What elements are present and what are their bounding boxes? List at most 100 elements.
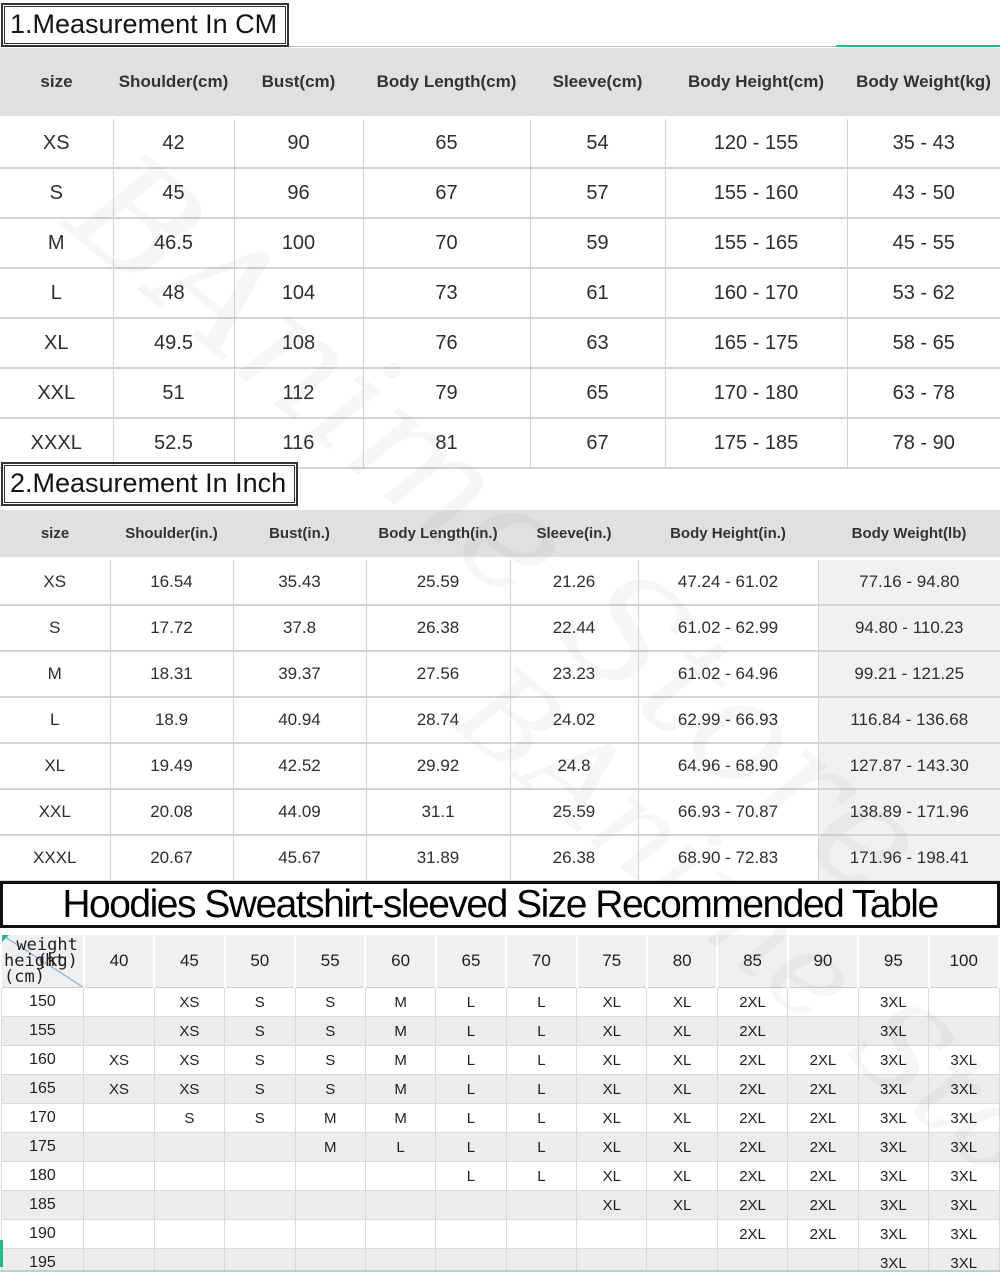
data-cell: 63 - 78 [846,367,1000,419]
column-header: Bust(cm) [234,48,363,119]
row-header-cell: XXL [0,788,111,836]
data-cell: 3XL [857,1190,930,1220]
column-header: 80 [645,933,719,988]
data-cell: L [505,1016,578,1046]
data-cell: 37.8 [232,604,367,652]
data-cell: 100 [233,217,364,269]
table-row: S 45 96 67 57 155 - 160 43 - 50 [0,167,1000,219]
data-cell: 155 - 160 [664,167,848,219]
data-cell [224,1190,296,1220]
data-cell: 42 [112,117,235,169]
data-cell [83,1161,155,1191]
data-cell: 58 - 65 [846,317,1000,369]
inch-header-row: size Shoulder(in.) Bust(in.) Body Length(in… [0,510,1000,560]
data-cell [787,1248,859,1272]
matrix-corner-cell: weight (kg) height (cm) [0,933,85,988]
data-cell: 46.5 [112,217,235,269]
green-accent-line-bottom [0,1270,1000,1272]
data-cell: 116 [233,417,364,469]
data-cell: 43 - 50 [846,167,1000,219]
column-header: 70 [505,933,578,988]
data-cell: 53 - 62 [846,267,1000,319]
data-cell [153,1190,226,1220]
data-cell: L [435,1132,507,1162]
data-cell: XL [576,1045,648,1075]
data-cell: 3XL [857,1045,930,1075]
data-cell: S [294,1016,366,1046]
data-cell: 160 - 170 [664,267,848,319]
table-row: S 17.72 37.8 26.38 22.44 61.02 - 62.99 94.80 -… [0,604,1000,652]
data-cell: 31.1 [365,788,511,836]
data-cell: 116.84 - 136.68 [817,696,1000,744]
data-cell: S [153,1103,226,1133]
data-cell: 23.23 [509,650,639,698]
data-cell: L [435,1045,507,1075]
table-row: 185 XL XL 2XL 2XL 3XL 3XL [0,1190,1000,1220]
data-cell: M [364,987,437,1017]
data-cell: 61.02 - 64.96 [637,650,819,698]
column-header: Sleeve(cm) [530,48,665,119]
data-cell: 99.21 - 121.25 [817,650,1000,698]
data-cell: 25.59 [509,788,639,836]
data-cell [505,1248,578,1272]
row-header-cell: 160 [0,1045,85,1075]
data-cell: M [364,1074,437,1104]
data-cell: XL [646,1190,718,1220]
divider-line [0,46,836,47]
data-cell: XL [576,987,648,1017]
row-header-cell: 190 [0,1219,85,1249]
data-cell: 104 [233,267,364,319]
data-cell: 54 [529,117,666,169]
data-cell: 31.89 [365,834,511,882]
data-cell: L [435,1161,507,1191]
data-cell: 3XL [928,1248,1000,1272]
data-cell: 61.02 - 62.99 [637,604,819,652]
section-title-cm: 1.Measurement In CM [0,3,290,47]
data-cell: S [224,1045,296,1075]
column-header: 95 [857,933,930,988]
data-cell: L [505,987,578,1017]
section-title-recommended: Hoodies Sweatshirt-sleeved Size Recommen… [0,881,1000,928]
cm-header-row: size Shoulder(cm) Bust(cm) Body Length(cm) S… [0,48,1000,119]
data-cell [646,1248,718,1272]
data-cell [435,1190,507,1220]
data-cell [505,1190,578,1220]
data-cell: 19.49 [109,742,234,790]
data-cell [153,1132,226,1162]
data-cell: S [224,1103,296,1133]
data-cell: L [505,1161,578,1191]
data-cell: L [505,1132,578,1162]
data-cell: XL [646,1161,718,1191]
data-cell: L [505,1045,578,1075]
data-cell: 2XL [787,1161,859,1191]
row-header-cell: L [0,696,111,744]
data-cell: 3XL [928,1103,1000,1133]
data-cell: 52.5 [112,417,235,469]
column-header: 55 [293,933,367,988]
data-cell: 2XL [716,1103,789,1133]
data-cell: 57 [529,167,666,219]
table-row: XXL 51 112 79 65 170 - 180 63 - 78 [0,367,1000,419]
data-cell: 35 - 43 [846,117,1000,169]
data-cell [294,1248,366,1272]
data-cell: 120 - 155 [664,117,848,169]
data-cell: 3XL [928,1074,1000,1104]
table-row: M 18.31 39.37 27.56 23.23 61.02 - 64.96 99.21 … [0,650,1000,698]
row-header-cell: XL [0,742,111,790]
data-cell: 65 [529,367,666,419]
data-cell: XL [646,987,718,1017]
row-header-cell: 165 [0,1074,85,1104]
data-cell: 79 [362,367,531,419]
table-row: XXXL 52.5 116 81 67 175 - 185 78 - 90 [0,417,1000,469]
column-header: Shoulder(cm) [113,48,234,119]
data-cell [83,1132,155,1162]
corner-weight-unit: (kg) [36,951,78,971]
data-cell: 3XL [928,1132,1000,1162]
data-cell: 3XL [857,1248,930,1272]
table-row: 155 XS S S M L L XL XL 2XL 3XL [0,1016,1000,1046]
column-header: 75 [575,933,648,988]
row-header-cell: M [0,650,111,698]
data-cell [576,1248,648,1272]
row-header-cell: S [0,604,111,652]
data-cell: L [364,1132,437,1162]
